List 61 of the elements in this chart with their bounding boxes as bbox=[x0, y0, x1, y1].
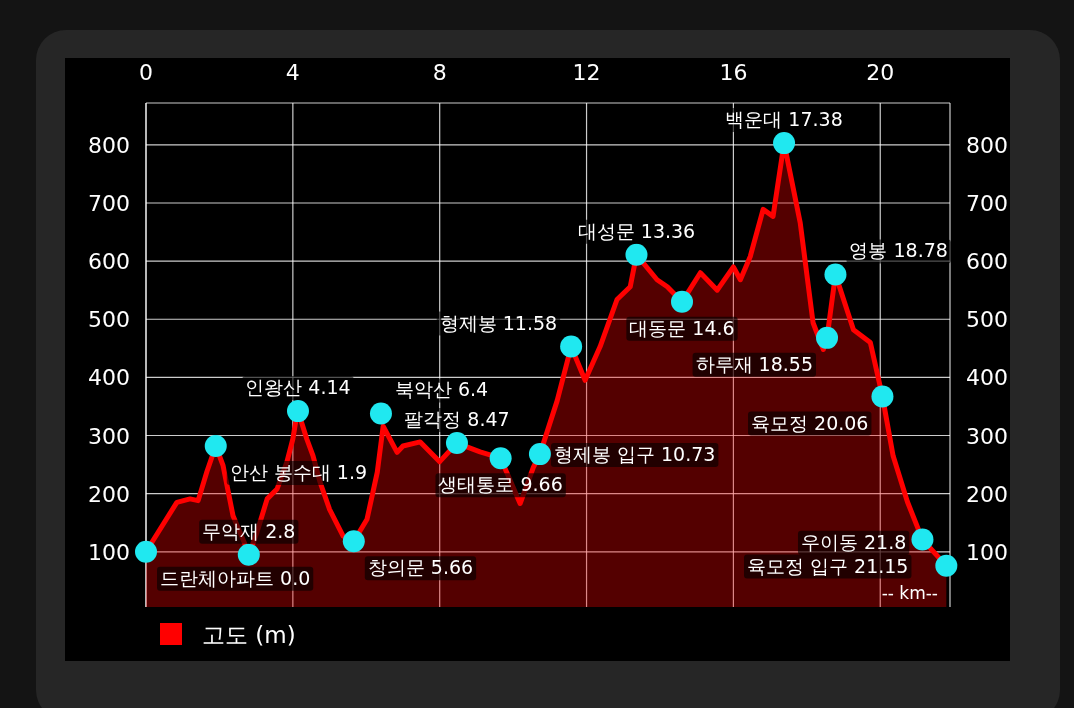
point bbox=[773, 132, 796, 155]
annotation: 팔각정 8.47 bbox=[404, 408, 510, 431]
annotation: -- km-- bbox=[881, 583, 938, 603]
y2-tick-label: 700 bbox=[966, 190, 1008, 216]
legend: 고도 (m) bbox=[160, 622, 296, 648]
y-tick-label: 600 bbox=[88, 249, 130, 275]
annotation: 무악재 2.8 bbox=[202, 519, 296, 542]
point bbox=[369, 402, 392, 425]
y-tick-label: 100 bbox=[88, 539, 130, 565]
annotation: 우이동 21.8 bbox=[800, 530, 907, 553]
y2-tick-label: 300 bbox=[966, 423, 1008, 449]
annotation: 백운대 17.38 bbox=[725, 108, 843, 131]
y-tick-label: 500 bbox=[88, 307, 130, 333]
annotation: 대동문 14.6 bbox=[629, 316, 735, 339]
point bbox=[286, 400, 309, 423]
y-tick-label: 300 bbox=[88, 423, 130, 449]
x-tick-label: 4 bbox=[285, 60, 300, 85]
y-tick-label: 400 bbox=[88, 365, 130, 391]
y-tick-label: 700 bbox=[88, 190, 130, 216]
point bbox=[935, 554, 958, 577]
legend-label: 고도 (m) bbox=[202, 622, 296, 648]
annotation: 창의문 5.66 bbox=[367, 556, 474, 579]
point bbox=[489, 447, 512, 470]
point bbox=[911, 528, 934, 551]
x-tick-label: 8 bbox=[432, 60, 447, 85]
point bbox=[625, 243, 648, 266]
annotation: 형제봉 입구 10.73 bbox=[553, 443, 716, 466]
x-tick-label: 12 bbox=[572, 60, 601, 85]
point bbox=[560, 335, 583, 358]
point bbox=[671, 290, 693, 313]
point bbox=[824, 263, 847, 286]
point bbox=[135, 540, 157, 563]
point bbox=[204, 434, 227, 457]
y2-tick-label: 400 bbox=[966, 365, 1008, 391]
point bbox=[445, 432, 468, 455]
annotation: 하루재 18.55 bbox=[695, 352, 814, 375]
y2-tick-label: 800 bbox=[966, 132, 1008, 158]
point bbox=[816, 326, 839, 349]
y-tick-label: 800 bbox=[88, 132, 130, 158]
annotation: 북악산 6.4 bbox=[394, 378, 489, 401]
annotation: 육모정 20.06 bbox=[751, 411, 869, 434]
annotation: 영봉 18.78 bbox=[849, 239, 948, 262]
x-tick-label: 20 bbox=[866, 60, 895, 85]
point bbox=[237, 543, 260, 566]
annotation: 드란체아파트 0.0 bbox=[160, 566, 311, 589]
x-tick-label: 16 bbox=[719, 60, 748, 85]
annotation: 인왕산 4.14 bbox=[245, 376, 351, 399]
annotation: 안산 봉수대 1.9 bbox=[229, 460, 368, 483]
y2-tick-label: 500 bbox=[966, 307, 1008, 333]
point bbox=[528, 443, 551, 466]
annotation: 대성문 13.36 bbox=[577, 219, 696, 242]
y-tick-label: 200 bbox=[88, 481, 130, 507]
y2-tick-label: 600 bbox=[966, 249, 1008, 275]
annotation: 형제봉 11.58 bbox=[439, 311, 558, 334]
y2-tick-label: 100 bbox=[966, 539, 1008, 565]
y2-tick-label: 200 bbox=[966, 481, 1008, 507]
x-tick-label: 0 bbox=[139, 60, 153, 85]
point bbox=[871, 385, 894, 408]
point bbox=[342, 530, 365, 553]
annotation: 생태통로 9.66 bbox=[438, 473, 563, 496]
annotation: 육모정 입구 21.15 bbox=[746, 554, 909, 577]
